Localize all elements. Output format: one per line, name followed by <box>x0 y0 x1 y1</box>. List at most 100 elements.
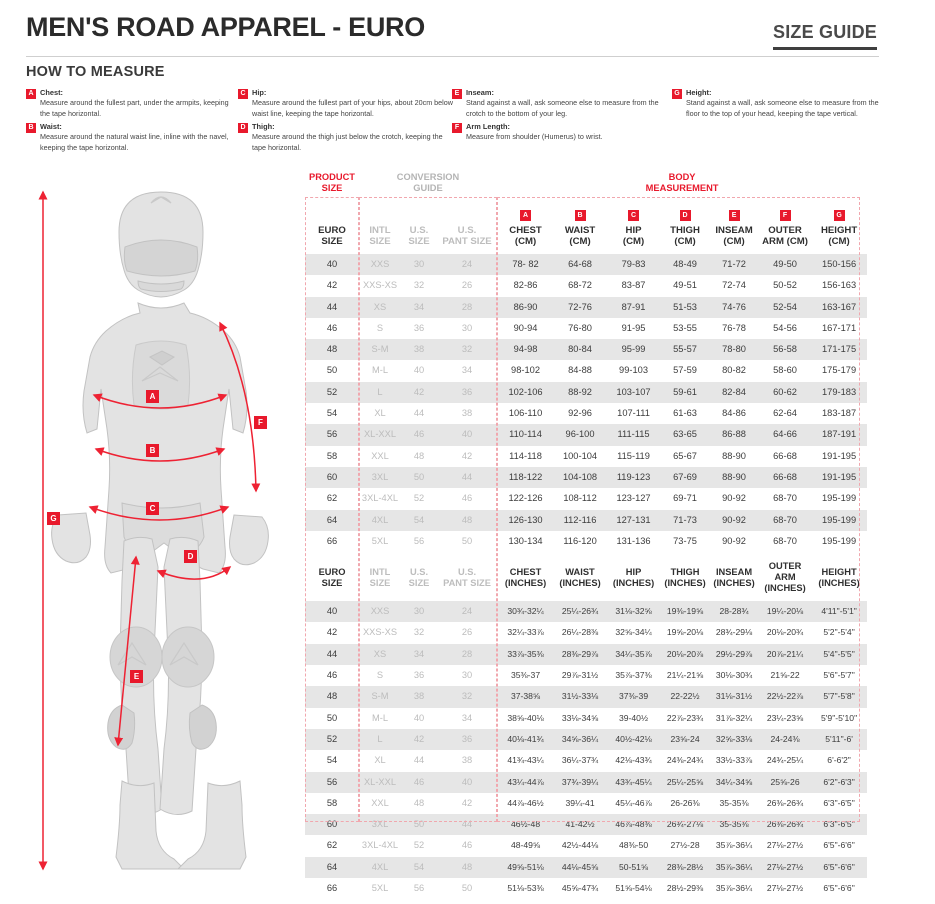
table-cell: 28⅜-29⅞ <box>554 643 607 666</box>
table-cell: 56-58 <box>759 339 812 361</box>
table-cell: 50 <box>401 466 437 489</box>
table-cell: 191-195 <box>811 466 868 489</box>
table-cell: 56 <box>413 535 425 546</box>
table-cell: 24 <box>437 254 498 276</box>
table-header-row-cm: EURO SIZE INTL SIZE U.S. SIZE U.S. PANT SIZE CHE… <box>305 224 867 254</box>
table-cell: 23⅝-24 <box>661 728 710 751</box>
table-cell: 78- 82 <box>497 254 555 276</box>
table-cell: 27⅛-27½ <box>759 856 812 879</box>
table-cell: 90-92 <box>709 509 760 531</box>
table-cell: 5'4"-5'5" <box>811 643 868 666</box>
table-cell: 150-156 <box>811 254 868 276</box>
table-cell: 53-55 <box>673 322 697 333</box>
table-cell: 20⅞-21¼ <box>759 643 812 666</box>
letter-badge-g-icon: G <box>672 89 682 99</box>
column-badge-c-icon: C <box>628 210 640 221</box>
table-cell: 5XL <box>371 535 389 546</box>
table-cell: 38 <box>401 686 437 708</box>
table-cell: 36 <box>437 381 498 404</box>
table-cell: 34 <box>461 712 473 723</box>
table-cell: 83-87 <box>621 280 646 291</box>
table-cell: 30¾-32¼ <box>497 601 555 623</box>
measure-description: Stand against a wall, ask someone else t… <box>686 98 879 118</box>
table-cell: 45¼-46⅞ <box>615 797 652 808</box>
size-guide-label: SIZE GUIDE <box>772 22 877 42</box>
column-letter-cell: G <box>811 200 867 224</box>
table-cell: 58 <box>326 450 338 461</box>
table-cell: 19¼-20⅛ <box>759 601 812 623</box>
table-row: 60 3XL 50 44 118-122 104-108 119-123 67-69 88-90… <box>305 466 868 489</box>
table-cell: 26-26⅜ <box>670 797 700 808</box>
table-cell: 5'11"-6' <box>811 728 868 751</box>
table-header-row-inches: EURO SIZE INTL SIZE U.S. SIZE U.S. PANT SIZE CHE… <box>305 552 867 601</box>
table-cell: 104-108 <box>554 466 607 489</box>
table-cell: 126-130 <box>497 509 555 531</box>
table-cell: 43¼-44⅞ <box>497 771 555 793</box>
table-cell: 72-74 <box>722 280 746 291</box>
table-row: 42 XXS-XS 32 26 32¼-33⅞ 26¼-28⅜ 32⅝-34¼ 19⅝-20⅛… <box>305 622 867 643</box>
letter-badge-c-icon: C <box>238 89 248 99</box>
measure-instruction-b: B Waist: Measure around the natural waist … <box>26 122 236 153</box>
page-title: MEN'S ROAD APPAREL - EURO <box>26 12 425 42</box>
table-cell: 87-91 <box>606 296 662 318</box>
table-cell: 52 <box>305 381 359 404</box>
table-cell: 63-65 <box>661 424 710 446</box>
table-cell: 6'5"-6'6" <box>811 856 868 879</box>
table-cell: 62 <box>326 493 338 504</box>
column-header: OUTER ARM (CM) <box>762 225 808 247</box>
table-cell: 66-68 <box>773 450 797 461</box>
table-cell: 50-51⅝ <box>606 856 662 879</box>
table-cell: 68-70 <box>773 535 797 546</box>
table-cell: 48 <box>413 450 425 461</box>
table-cell: 119-123 <box>606 466 662 489</box>
table-cell: 36 <box>437 728 498 751</box>
table-row: 50 M-L 40 34 38⅝-40⅛ 33⅛-34⅝ 39-40½ 22⅞-23¾ 31⅞-… <box>305 708 867 729</box>
table-row: 64 4XL 54 48 49⅝-51⅛ 44⅛-45⅝ 50-51⅝ 28⅜-28½ 35⅞-… <box>305 856 868 879</box>
table-cell: 32 <box>437 686 498 708</box>
table-cell: 44⅞-46½ <box>507 797 544 808</box>
table-row: 44 XS 34 28 33⅞-35⅜ 28⅜-29⅞ 34¼-35⅞ 20⅛-20⅞ 29½-… <box>305 643 868 666</box>
measure-description: Measure from shoulder (Humerus) to wrist… <box>466 132 603 141</box>
table-cell: 26 <box>461 627 473 638</box>
how-to-measure-column: A Chest: Measure around the fullest part, … <box>26 88 236 156</box>
table-cell: 5'2"-5'4" <box>823 627 855 638</box>
table-letter-badge-row: A B C D E F G <box>305 200 867 224</box>
table-cell: L <box>359 381 401 404</box>
table-cell: 49⅝-51⅛ <box>497 856 555 879</box>
table-cell: 58 <box>326 797 338 808</box>
column-header: U.S. SIZE <box>408 566 430 588</box>
table-cell: 3XL-4XL <box>361 840 399 851</box>
table-cell: XXS-XS <box>362 627 398 638</box>
table-cell: 34 <box>401 643 437 666</box>
table-cell: 26⅜-26¾ <box>766 797 804 808</box>
measure-instruction-a: A Chest: Measure around the fullest part, … <box>26 88 236 119</box>
table-cell: 28¾-29⅛ <box>715 627 753 638</box>
table-cell: 179-183 <box>811 381 868 404</box>
table-row: 56 XL-XXL 46 40 110-114 96-100 111-115 63-65 86-… <box>305 424 868 446</box>
table-cell: 23¼-23⅝ <box>766 712 804 723</box>
table-cell: 86-90 <box>497 296 555 318</box>
table-cell: L <box>359 728 401 751</box>
table-cell: 32 <box>413 280 425 291</box>
table-cell: 99-103 <box>619 365 648 376</box>
table-cell: 35-35⅜ <box>709 814 760 836</box>
column-header: THIGH (CM) <box>670 225 700 247</box>
column-header: EURO SIZE <box>318 225 346 247</box>
measure-description: Stand against a wall, ask someone else t… <box>466 98 659 118</box>
column-header: U.S. SIZE <box>408 225 430 247</box>
table-cell: 33⅞-35⅜ <box>497 643 555 666</box>
table-row: 50 M-L 40 34 98-102 84-88 99-103 57-59 80-82 58-6… <box>305 360 867 381</box>
table-cell: 32¼-33⅞ <box>507 627 544 638</box>
table-cell: 31⅞-32¼ <box>715 712 753 723</box>
measure-description: Measure around the thigh just below the … <box>252 132 443 152</box>
table-cell: 42⅛-43¾ <box>615 755 652 766</box>
table-row: 48 S-M 38 32 37-38⅝ 31½-33⅛ 37⅜-39 22-22½ 31⅛-31… <box>305 686 868 708</box>
measure-term: Arm Length: <box>466 122 510 131</box>
table-cell: 38 <box>401 339 437 361</box>
column-header: CHEST (INCHES) <box>504 566 547 588</box>
table-cell: 32 <box>413 627 425 638</box>
table-row: 60 3XL 50 44 46½-48 41-42½ 46⅞-48⅜ 26¾-27⅛ 35-35… <box>305 814 868 836</box>
table-cell: 54 <box>326 755 338 766</box>
table-cell: 28½-29⅜ <box>666 883 704 894</box>
table-cell: M-L <box>371 712 388 723</box>
